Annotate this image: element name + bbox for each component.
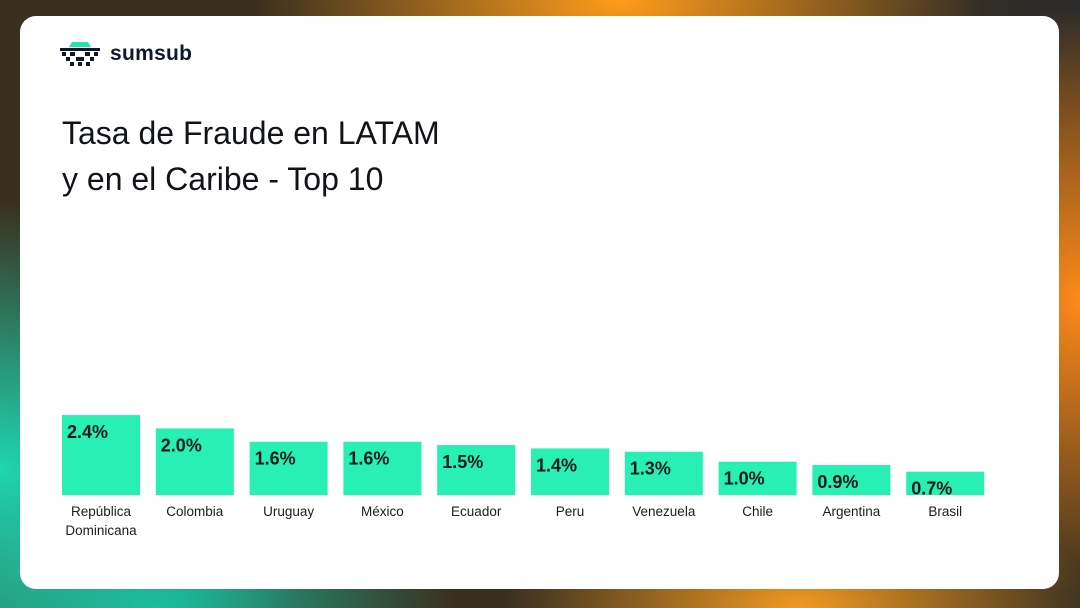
- chart-title: Tasa de Fraude en LATAM y en el Caribe -…: [62, 110, 440, 202]
- category-label-7: Venezuela: [632, 504, 696, 519]
- brand-logo: sumsub: [58, 38, 192, 70]
- bar-value-label-8: 1.0%: [724, 469, 765, 489]
- chart-title-line-1: Tasa de Fraude en LATAM: [62, 115, 440, 151]
- category-label-2: Colombia: [166, 504, 224, 519]
- brand-name: sumsub: [110, 42, 193, 65]
- bar-value-label-4: 1.6%: [348, 449, 389, 469]
- category-label-line: México: [361, 504, 404, 519]
- category-label-line: Chile: [742, 504, 773, 519]
- category-label-line: República: [71, 504, 132, 519]
- category-label-line: Peru: [556, 504, 585, 519]
- category-label-6: Peru: [556, 504, 585, 519]
- category-label-line: Colombia: [166, 504, 224, 519]
- bar-value-label-2: 2.0%: [161, 435, 202, 455]
- sumsub-logo-icon: [60, 42, 100, 66]
- bar-8: [718, 461, 797, 495]
- category-label-1: República Dominicana: [65, 504, 137, 538]
- category-label-line: Uruguay: [263, 504, 314, 519]
- category-label-4: México: [361, 504, 404, 519]
- bar-value-label-5: 1.5%: [442, 452, 483, 472]
- bar-chart: 2.4% República Dominicana 2.0% Colombia 1.6% U…: [62, 415, 985, 538]
- bar-value-label-1: 2.4%: [67, 422, 108, 442]
- card: sumsub Tasa de Fraude en LATAM y en el C…: [20, 16, 1059, 589]
- bar-value-label-3: 1.6%: [255, 449, 296, 469]
- category-label-line: Venezuela: [632, 504, 696, 519]
- category-label-3: Uruguay: [263, 504, 314, 519]
- bar-6: [531, 448, 609, 495]
- bar-10: [906, 471, 985, 495]
- bar-7: [624, 451, 703, 495]
- category-label-line: Dominicana: [65, 523, 137, 538]
- bar-value-label-6: 1.4%: [536, 455, 577, 475]
- bar-value-label-7: 1.3%: [630, 459, 671, 479]
- bar-9: [812, 465, 891, 495]
- category-label-line: Ecuador: [451, 504, 502, 519]
- category-label-8: Chile: [742, 504, 773, 519]
- category-label-line: Argentina: [823, 504, 881, 519]
- category-label-9: Argentina: [823, 504, 881, 519]
- bar-2: [155, 428, 234, 495]
- category-label-10: Brasil: [928, 504, 962, 519]
- chart-title-line-2: y en el Caribe - Top 10: [62, 161, 384, 197]
- category-label-5: Ecuador: [451, 504, 502, 519]
- bar-3: [249, 441, 328, 495]
- bar-5: [437, 445, 516, 495]
- bar-value-label-9: 0.9%: [817, 472, 858, 492]
- bar-value-label-10: 0.7%: [911, 479, 952, 499]
- category-label-line: Brasil: [928, 504, 962, 519]
- bar-4: [343, 441, 422, 495]
- bar-1: [62, 415, 140, 495]
